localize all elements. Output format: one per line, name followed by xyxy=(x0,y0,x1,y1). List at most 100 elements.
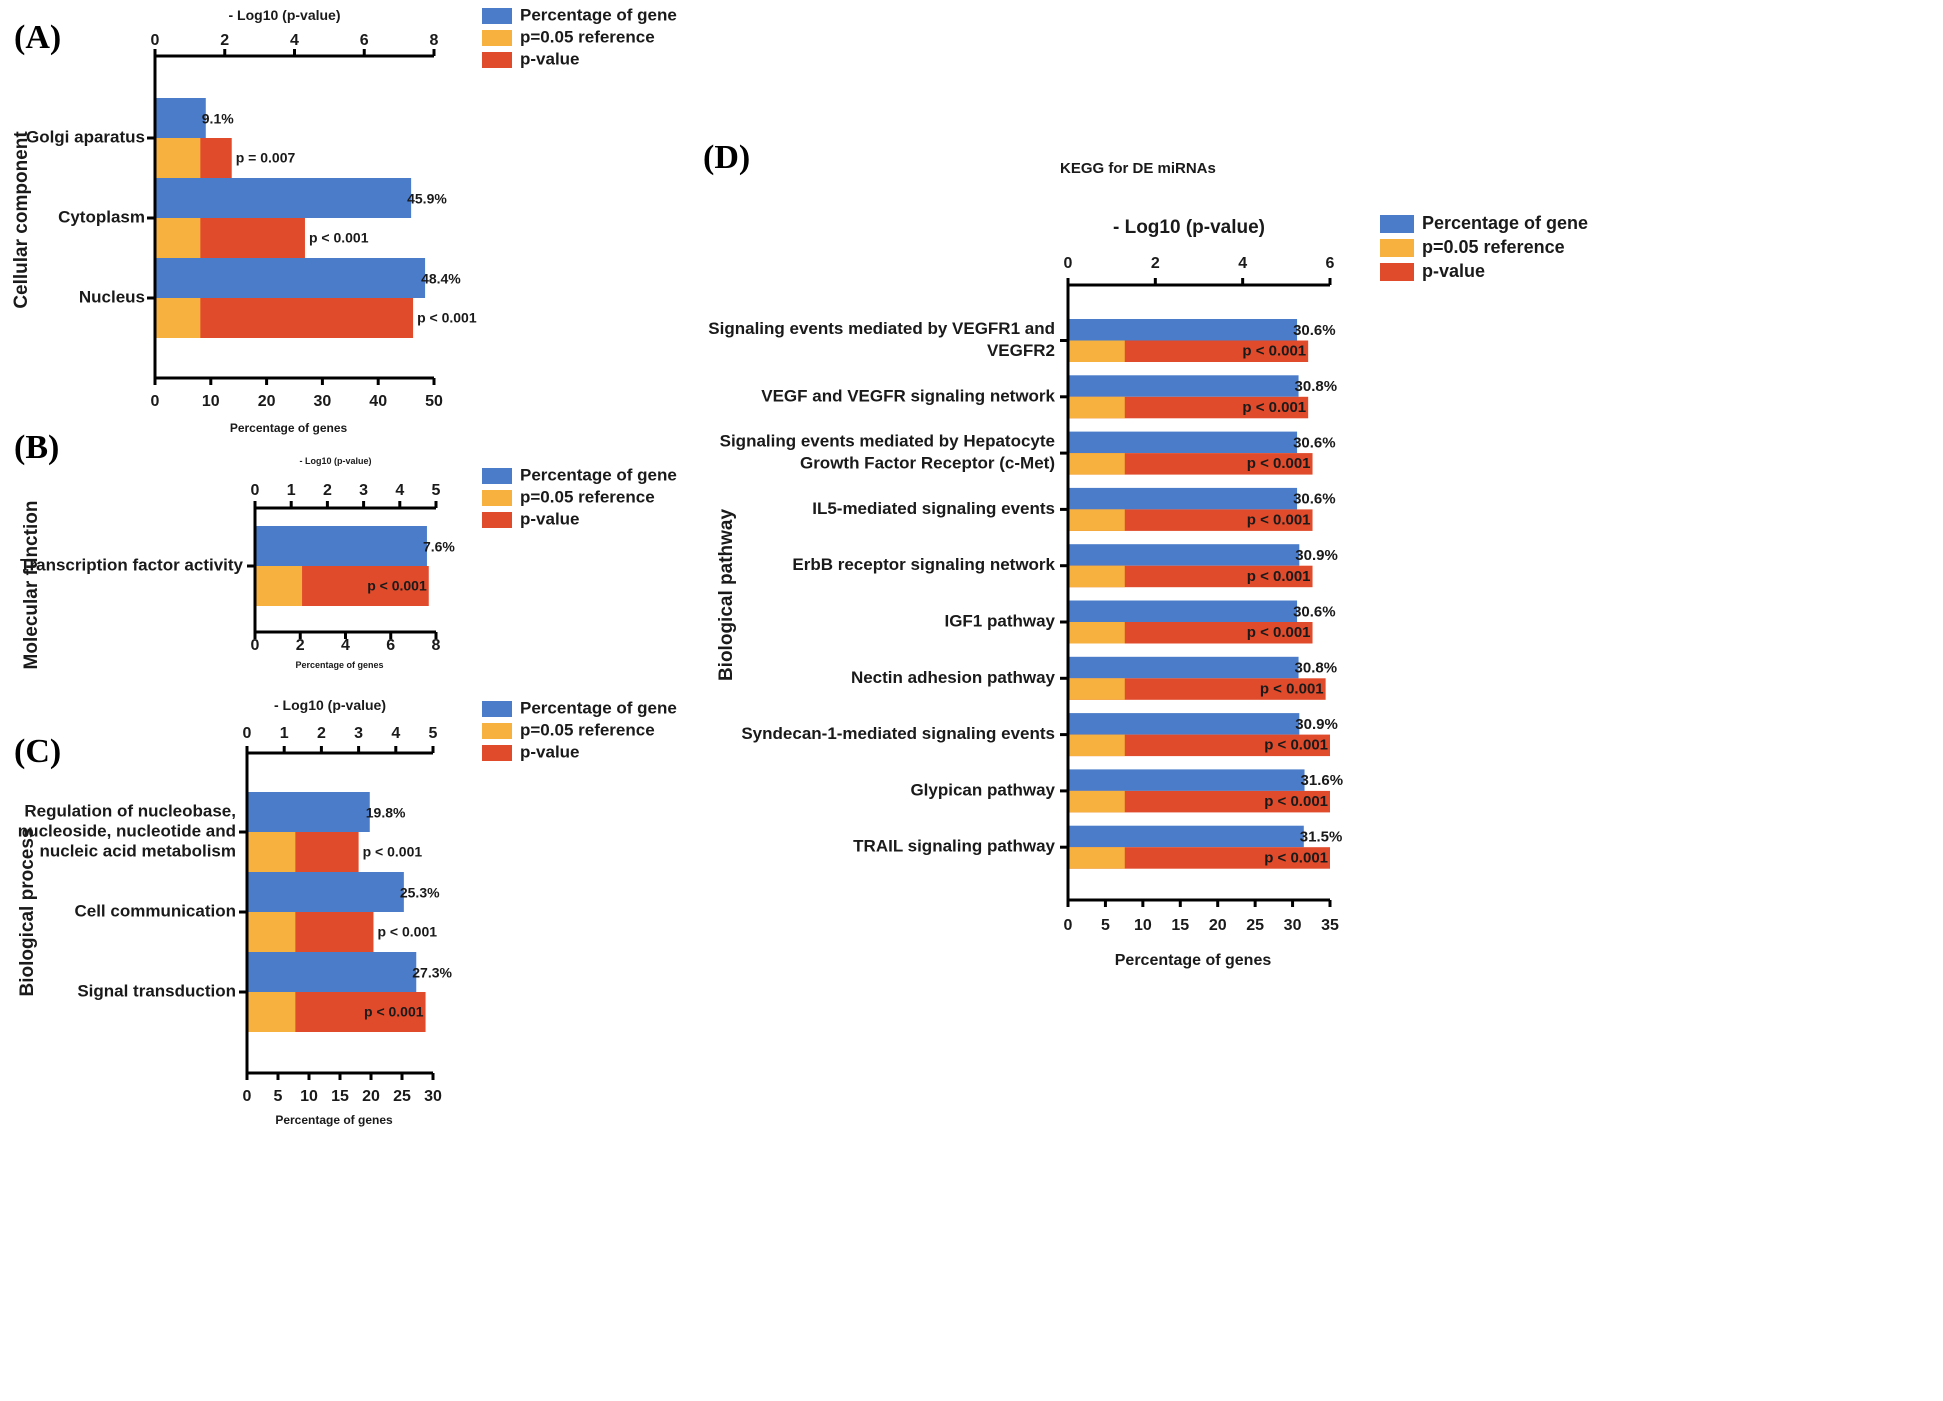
panel-d-percentage-bar xyxy=(1068,769,1305,791)
panel-d-p-value-label: p < 0.001 xyxy=(1247,455,1311,472)
panel-b-legend-p-value: p-value xyxy=(520,509,580,528)
panel-d-p-value-bar xyxy=(1068,565,1313,588)
panel-d-percentage-label: 30.9% xyxy=(1295,547,1338,564)
panel-c-top-tick-label: 3 xyxy=(354,725,363,742)
panel-d-category-label: Glypican pathway xyxy=(910,780,1055,799)
panel-c-category-label: Cell communication xyxy=(74,901,236,920)
panel-a-bottom-tick-label: 10 xyxy=(202,393,220,410)
panel-a-category-label: Golgi aparatus xyxy=(26,127,145,146)
panel-d-category-label: Syndecan-1-mediated signaling events xyxy=(741,724,1055,743)
panel-c-p-value-label: p < 0.001 xyxy=(363,844,423,860)
panel-a-legend-p-value: p-value xyxy=(520,49,580,68)
panel-d-bottom-tick-label: 10 xyxy=(1134,917,1152,934)
panel-c-percentage-label: 25.3% xyxy=(400,885,440,901)
panel-d-legend-percentage-of-gene: Percentage of gene xyxy=(1422,213,1588,233)
panel-d-category-label: Nectin adhesion pathway xyxy=(851,668,1056,687)
panel-d-legend-p-value: p-value xyxy=(1422,261,1485,281)
panel-d-reference-bar xyxy=(1068,453,1125,475)
panel-d-top-tick-label: 4 xyxy=(1238,255,1247,272)
panel-d-reference-bar xyxy=(1068,396,1125,419)
panel-d-percentage-label: 30.6% xyxy=(1293,434,1336,451)
panel-b-molecular-function: (B) Molecular function 7.6% p < 0.001 Transc… xyxy=(14,429,677,670)
panel-d-bottom-tick-label: 5 xyxy=(1101,917,1110,934)
panel-d-p-value-label: p < 0.001 xyxy=(1242,399,1306,416)
panel-d-top-tick-label: 2 xyxy=(1151,255,1160,272)
panel-d-category-label: Signaling events mediated by VEGFR1 and xyxy=(708,319,1055,338)
panel-a-p-value-label: p < 0.001 xyxy=(417,310,477,326)
panel-b-bottom-tick-label: 6 xyxy=(386,637,395,654)
panel-d-reference-bar xyxy=(1068,790,1125,813)
panel-d-p-value-label: p < 0.001 xyxy=(1247,624,1311,641)
panel-a-legend-percentage-of-gene-swatch xyxy=(482,8,512,24)
panel-c-top-tick-label: 0 xyxy=(243,725,252,742)
panel-a-category-label: Nucleus xyxy=(79,287,145,306)
panel-a-top-axis-title: - Log10 (p-value) xyxy=(228,7,340,23)
panel-a-top-tick-label: 4 xyxy=(290,32,299,49)
panel-b-top-tick-label: 1 xyxy=(287,482,296,499)
panel-d-p-value-label: p < 0.001 xyxy=(1264,737,1328,754)
panel-a-x-axis-title: Percentage of genes xyxy=(230,421,348,435)
panel-c-p-value-label: p < 0.001 xyxy=(377,924,437,940)
panel-b-bottom-tick-label: 2 xyxy=(296,637,305,654)
panel-c-category-label: nucleoside, nucleotide and xyxy=(18,821,236,840)
panel-d-category-label: IGF1 pathway xyxy=(944,611,1055,630)
panel-a-legend-p005-reference-swatch xyxy=(482,30,512,46)
panel-a-top-tick-label: 0 xyxy=(151,32,160,49)
panel-d-p-value-bar xyxy=(1068,453,1313,475)
panel-d-reference-bar xyxy=(1068,678,1125,700)
panel-b-top-tick-label: 3 xyxy=(359,482,368,499)
panel-d-legend-p005-reference: p=0.05 reference xyxy=(1422,237,1565,257)
panel-d-x-axis-title: Percentage of genes xyxy=(1115,952,1272,969)
panel-b-top-tick-label: 5 xyxy=(432,482,441,499)
panel-a-cellular-component: (A) Cellular component 9.1% p = 0.007 Golgi … xyxy=(11,5,677,435)
panel-a-percentage-bar xyxy=(155,178,412,218)
panel-d-p-value-bar xyxy=(1068,509,1313,531)
panel-a-percentage-label: 9.1% xyxy=(202,111,234,127)
panel-c-bottom-tick-label: 5 xyxy=(274,1088,283,1105)
panel-d-category-label: Signaling events mediated by Hepatocyte xyxy=(720,432,1055,451)
panel-b-reference-bar xyxy=(255,566,303,606)
panel-c-percentage-label: 19.8% xyxy=(366,805,406,821)
panel-d-reference-bar xyxy=(1068,622,1125,644)
panel-d-percentage-label: 30.6% xyxy=(1293,491,1336,508)
panel-d-p-value-bar xyxy=(1068,396,1309,419)
panel-c-percentage-bar xyxy=(247,792,370,832)
panel-c-legend-p005-reference: p=0.05 reference xyxy=(520,720,655,739)
panel-a-p-value-label: p = 0.007 xyxy=(236,150,296,166)
panel-d-p-value-bar xyxy=(1068,340,1309,362)
panel-b-x-axis-title: Percentage of genes xyxy=(295,660,383,670)
panel-b-top-axis-title: - Log10 (p-value) xyxy=(299,456,371,466)
panel-d-legend-percentage-of-gene-swatch xyxy=(1380,215,1414,233)
panel-c-top-tick-label: 1 xyxy=(280,725,289,742)
panel-d-p-value-label: p < 0.001 xyxy=(1260,680,1324,697)
panel-a-percentage-label: 45.9% xyxy=(407,191,447,207)
panel-d-bottom-tick-label: 35 xyxy=(1321,917,1339,934)
panel-c-biological-process: (C) Biological process 19.8% p < 0.001 Regul… xyxy=(14,697,677,1127)
panel-a-legend-p-value-swatch xyxy=(482,52,512,68)
panel-a-top-tick-label: 8 xyxy=(430,32,439,49)
panel-d-reference-bar xyxy=(1068,565,1125,588)
panel-b-percentage-bar xyxy=(255,526,427,566)
panel-a-legend-percentage-of-gene: Percentage of gene xyxy=(520,5,677,24)
panel-d-bottom-tick-label: 25 xyxy=(1246,917,1264,934)
panel-c-bottom-tick-label: 0 xyxy=(243,1088,252,1105)
panel-c-top-tick-label: 2 xyxy=(317,725,326,742)
panel-c-top-axis-title: - Log10 (p-value) xyxy=(274,697,386,713)
panel-a-y-axis-title: Cellular component xyxy=(11,131,32,309)
panel-d-top-tick-label: 0 xyxy=(1064,255,1073,272)
panel-d-category-label: ErbB receptor signaling network xyxy=(792,555,1055,574)
panel-c-legend-p-value: p-value xyxy=(520,742,580,761)
panel-d-p-value-label: p < 0.001 xyxy=(1264,849,1328,866)
panel-d-category-label: VEGF and VEGFR signaling network xyxy=(761,386,1055,405)
panel-d-reference-bar xyxy=(1068,847,1125,869)
panel-d-percentage-label: 30.6% xyxy=(1293,322,1336,339)
panel-d-category-label: IL5-mediated signaling events xyxy=(812,499,1055,518)
panel-d-percentage-label: 30.6% xyxy=(1293,603,1336,620)
panel-c-letter: (C) xyxy=(14,733,61,770)
panel-c-reference-bar xyxy=(247,832,296,872)
panel-b-bottom-tick-label: 8 xyxy=(432,637,441,654)
panel-b-legend-percentage-of-gene-swatch xyxy=(482,468,512,484)
panel-c-category-label: Regulation of nucleobase, xyxy=(24,801,236,820)
panel-a-category-label: Cytoplasm xyxy=(58,207,145,226)
